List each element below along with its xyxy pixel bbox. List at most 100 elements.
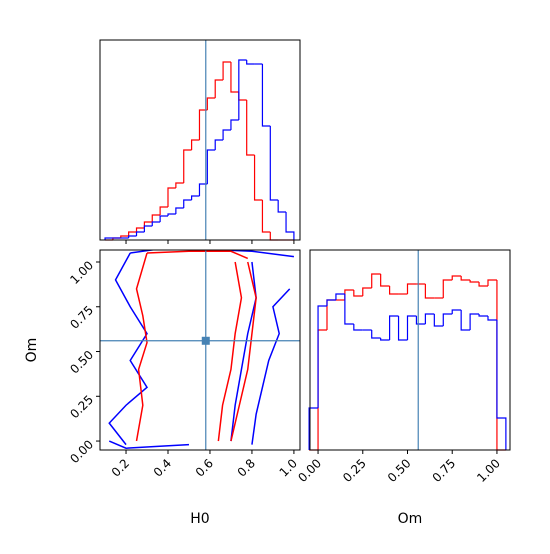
contour-line [108, 252, 148, 446]
histogram-bin [246, 60, 255, 65]
x-tick-label: 0.50 [385, 456, 414, 485]
histogram-bin [135, 227, 145, 232]
x-tick-label: 0.4 [151, 456, 174, 479]
histogram-bin [230, 119, 239, 130]
histogram-bin [371, 273, 381, 288]
contour-line [135, 252, 148, 442]
histogram-bin [317, 329, 327, 450]
histogram-bin [261, 200, 271, 233]
histogram-bin [143, 225, 153, 232]
histogram-bin [175, 207, 184, 214]
plot-frame [99, 39, 301, 241]
histogram-bin [406, 315, 417, 340]
histogram-bin [175, 182, 184, 188]
contour-line [230, 261, 257, 442]
histogram-bin [380, 274, 390, 287]
histogram-bin [222, 129, 231, 140]
plot-frame [99, 249, 301, 451]
histogram-bin [326, 299, 336, 330]
contour-line [108, 440, 190, 449]
histogram-bin [167, 213, 176, 216]
x-tick-label: 0.8 [235, 456, 258, 479]
contour-line [146, 250, 249, 260]
histogram-bin [206, 97, 216, 110]
x-tick-label: 0.6 [193, 456, 216, 479]
x-tick-label: 0.25 [340, 456, 369, 485]
y-tick-label: 0.50 [67, 348, 96, 377]
contour-line [251, 288, 291, 445]
histogram-bin [487, 316, 497, 321]
histogram-bin [496, 320, 507, 450]
histogram-bin [253, 155, 263, 201]
histogram-bin [261, 64, 271, 127]
histogram-bin [326, 299, 336, 306]
histogram-bin [478, 282, 488, 287]
histogram-bin [246, 100, 255, 156]
histogram-bin [183, 149, 192, 183]
histogram-bin [397, 316, 408, 341]
histogram-bin [460, 276, 471, 281]
histogram-bin [335, 293, 345, 300]
histogram-bin [151, 214, 161, 222]
histogram-bin [353, 290, 363, 297]
histogram-bin [238, 59, 247, 120]
y-axis-label: Om [24, 338, 40, 363]
y-tick-label: 0.25 [67, 393, 96, 422]
x-axis-label: Om [398, 511, 423, 527]
histogram-bin [317, 305, 327, 408]
histogram-bin [496, 280, 506, 451]
histogram-bin [198, 109, 208, 140]
histogram-bin [433, 314, 444, 327]
histogram-bin [406, 283, 417, 294]
x-tick-label: 0.2 [109, 456, 132, 479]
histogram-bin [269, 232, 279, 241]
x-axis-label: H0 [190, 511, 209, 527]
contour-line [130, 250, 295, 258]
histogram-bin [308, 407, 319, 450]
y-tick-label: 1.00 [67, 258, 96, 287]
histogram-bin [222, 61, 231, 80]
histogram-bin [143, 221, 153, 228]
plot-frame [309, 249, 511, 451]
histogram-bin [214, 79, 224, 98]
histogram-bin [159, 215, 168, 222]
histogram-bin [442, 313, 453, 326]
truth-marker [201, 336, 210, 345]
histogram-bin [198, 183, 208, 196]
histogram-bin [362, 287, 372, 296]
histogram-bin [353, 324, 363, 331]
histogram-bin [191, 195, 200, 200]
x-tick-label: 0.75 [430, 456, 459, 485]
histogram-bin [442, 279, 453, 298]
histogram-bin [183, 199, 192, 208]
histogram-bin [214, 139, 224, 150]
histogram-bin [191, 139, 200, 150]
histogram-bin [415, 316, 426, 325]
histogram-bin [104, 237, 113, 240]
histogram-bin [451, 275, 462, 280]
histogram-bin [277, 200, 287, 213]
histogram-bin [460, 310, 471, 331]
histogram-bin [487, 279, 497, 286]
histogram-bin [344, 289, 354, 300]
histogram-bin [159, 206, 168, 215]
histogram-bin [135, 231, 145, 236]
histogram-bin [469, 280, 480, 283]
histogram-bin [424, 284, 435, 299]
histogram-bin [269, 126, 279, 201]
histogram-bin [424, 313, 435, 324]
y-tick-label: 0.00 [67, 437, 96, 466]
x-tick-label: 1.00 [474, 456, 503, 485]
histogram-bin [230, 62, 239, 93]
histogram-bin [128, 235, 137, 238]
contour-line [230, 261, 257, 442]
histogram-bin [120, 235, 129, 238]
histogram-bin [451, 309, 462, 314]
histogram-bin [389, 286, 399, 295]
contour-line [217, 261, 243, 442]
y-tick-label: 0.75 [67, 303, 96, 332]
histogram-bin [371, 330, 381, 339]
histogram-bin [380, 338, 390, 341]
histogram-bin [344, 294, 354, 325]
